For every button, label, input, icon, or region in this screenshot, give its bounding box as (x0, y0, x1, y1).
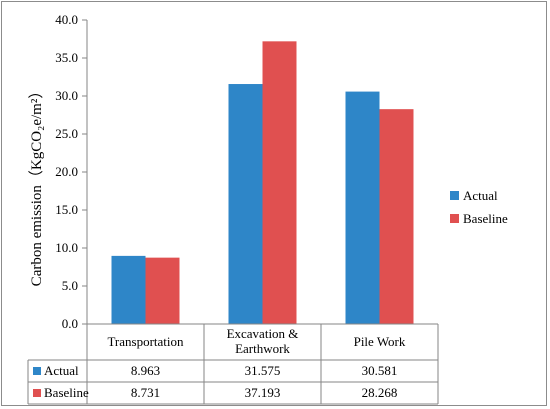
x-category-label: Earthwork (235, 341, 290, 356)
table-legend-key (33, 367, 41, 375)
table-cell: 37.193 (245, 385, 281, 400)
bar-actual-0 (111, 255, 146, 324)
table-cell: 28.268 (362, 385, 398, 400)
table-cell: 31.575 (245, 363, 281, 378)
bar-actual-2 (345, 91, 380, 324)
table-cell: 8.963 (131, 363, 160, 378)
legend-label: Baseline (463, 211, 508, 226)
legend-swatch (450, 214, 459, 223)
y-tick-label: 25.0 (55, 126, 78, 141)
table-series-label: Baseline (44, 385, 89, 400)
bar-actual-1 (228, 84, 263, 324)
y-tick-label: 40.0 (55, 12, 78, 27)
table-cell: 30.581 (362, 363, 398, 378)
x-category-label: Excavation & (227, 326, 299, 341)
y-tick-label: 20.0 (55, 164, 78, 179)
table-cell: 8.731 (131, 385, 160, 400)
y-axis-label: Carbon emission（KgCO₂e/m²） (28, 84, 45, 287)
legend-label: Actual (463, 188, 498, 203)
x-category-label: Pile Work (354, 334, 406, 349)
chart-bars (111, 41, 414, 325)
y-tick-label: 35.0 (55, 50, 78, 65)
bar-baseline-2 (379, 109, 414, 324)
x-category-label: Transportation (107, 334, 184, 349)
bar-baseline-1 (262, 41, 297, 325)
y-tick-label: 10.0 (55, 240, 78, 255)
chart-axes: 0.0 5.0 10.0 15.0 20.0 25.0 30.0 35.0 40.0 (55, 12, 88, 331)
bar-baseline-0 (145, 257, 180, 324)
y-tick-label: 15.0 (55, 202, 78, 217)
y-tick-label: 0.0 (62, 316, 78, 331)
data-table: Transportation Excavation &Earthwork Pile … (27, 323, 439, 405)
table-series-label: Actual (44, 363, 79, 378)
y-tick-label: 30.0 (55, 88, 78, 103)
legend-swatch (450, 191, 459, 200)
y-tick-label: 5.0 (62, 278, 78, 293)
chart-legend: Actual Baseline (450, 188, 508, 226)
table-legend-key (33, 389, 41, 397)
